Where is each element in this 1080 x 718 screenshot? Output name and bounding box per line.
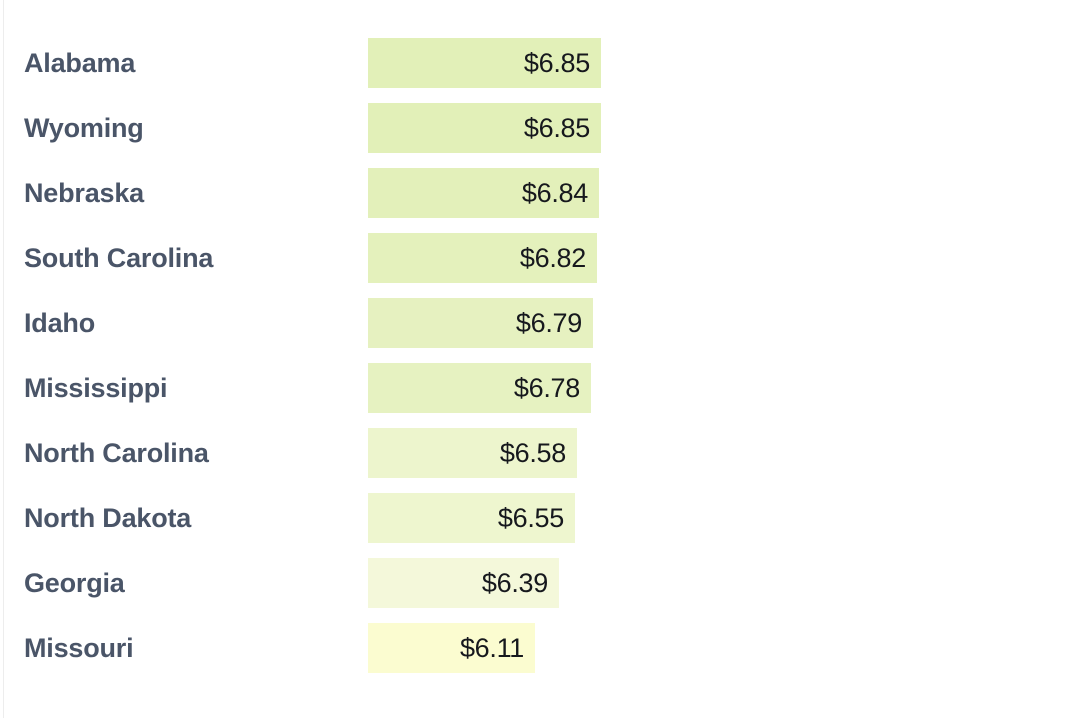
table-row[interactable]: South Carolina $6.82	[0, 233, 1080, 283]
row-category-label: Alabama	[24, 48, 136, 78]
table-row[interactable]: North Carolina $6.58	[0, 428, 1080, 478]
row-bar[interactable]: $6.85	[368, 38, 601, 88]
row-bar[interactable]: $6.55	[368, 493, 575, 543]
panel-left-edge-rule	[3, 0, 4, 718]
row-value-label: $6.85	[523, 47, 590, 78]
row-category-label: Missouri	[24, 633, 134, 663]
row-bar[interactable]: $6.85	[368, 103, 601, 153]
row-category-label: Nebraska	[24, 178, 144, 208]
row-category-label: South Carolina	[24, 243, 214, 273]
row-bar[interactable]: $6.58	[368, 428, 577, 478]
table-row[interactable]: Alabama $6.85	[0, 38, 1080, 88]
row-category-label: Mississippi	[24, 373, 168, 403]
row-value-label: $6.82	[519, 242, 586, 273]
table-row[interactable]: Idaho $6.79	[0, 298, 1080, 348]
table-row[interactable]: Missouri $6.11	[0, 623, 1080, 673]
row-value-label: $6.55	[497, 502, 564, 533]
table-row[interactable]: North Dakota $6.55	[0, 493, 1080, 543]
row-bar[interactable]: $6.79	[368, 298, 593, 348]
row-category-label: Wyoming	[24, 113, 144, 143]
row-value-label: $6.85	[523, 112, 590, 143]
row-bar[interactable]: $6.11	[368, 623, 535, 673]
row-value-label: $6.39	[481, 567, 548, 598]
table-row[interactable]: Wyoming $6.85	[0, 103, 1080, 153]
table-row[interactable]: Nebraska $6.84	[0, 168, 1080, 218]
row-category-label: Idaho	[24, 308, 95, 338]
row-value-label: $6.79	[515, 307, 582, 338]
row-bar[interactable]: $6.84	[368, 168, 599, 218]
row-category-label: North Dakota	[24, 503, 192, 533]
row-bar[interactable]: $6.82	[368, 233, 597, 283]
row-category-label: North Carolina	[24, 438, 209, 468]
row-value-label: $6.58	[499, 437, 566, 468]
row-category-label: Georgia	[24, 568, 125, 598]
row-bar[interactable]: $6.39	[368, 558, 559, 608]
table-row[interactable]: Georgia $6.39	[0, 558, 1080, 608]
row-value-label: $6.84	[521, 177, 588, 208]
row-bar[interactable]: $6.78	[368, 363, 591, 413]
bar-chart-rows: Alabama $6.85 Wyoming $6.85 Nebraska $6.…	[0, 38, 1080, 688]
table-row[interactable]: Mississippi $6.78	[0, 363, 1080, 413]
row-value-label: $6.78	[513, 372, 580, 403]
row-value-label: $6.11	[459, 632, 524, 663]
